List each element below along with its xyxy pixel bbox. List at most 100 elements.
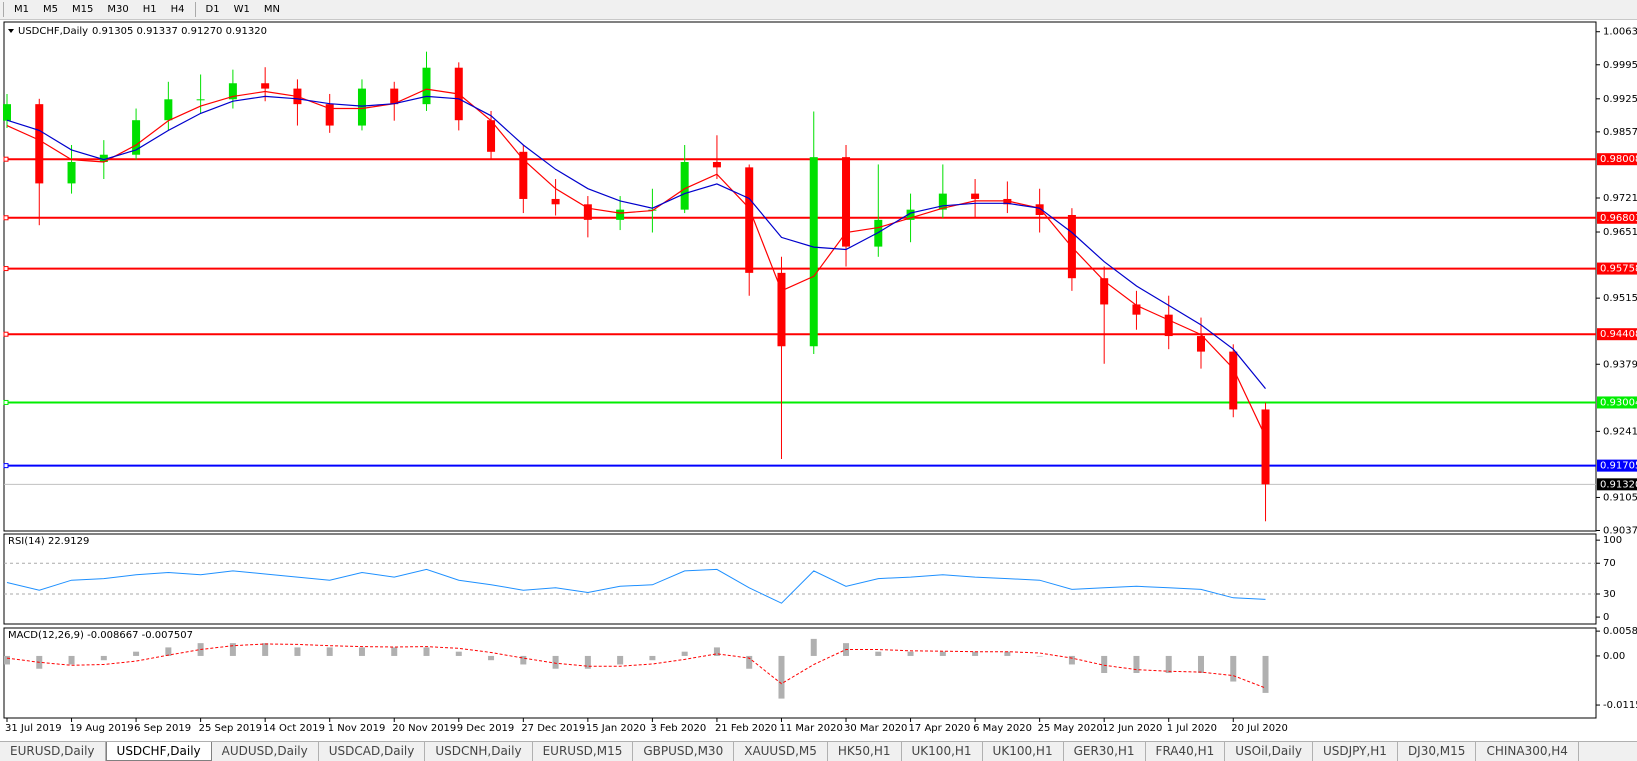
macd-bar bbox=[1036, 655, 1043, 657]
candle-body bbox=[809, 157, 818, 347]
x-tick-label: 6 Sep 2019 bbox=[134, 723, 191, 734]
macd-bar bbox=[617, 655, 624, 665]
chart-tab[interactable]: HK50,H1 bbox=[828, 742, 902, 761]
y-tick-label: 30 bbox=[1603, 589, 1616, 600]
moving-average bbox=[6, 95, 1266, 389]
macd-bar bbox=[262, 643, 269, 656]
macd-bar bbox=[68, 655, 75, 665]
period-button[interactable]: M15 bbox=[72, 4, 94, 15]
period-button[interactable]: W1 bbox=[233, 4, 250, 15]
macd-bar bbox=[746, 655, 753, 669]
chart-tab[interactable]: USOil,Daily bbox=[1225, 742, 1313, 761]
x-tick-label: 6 May 2020 bbox=[973, 723, 1032, 734]
level-label-box bbox=[1597, 262, 1637, 275]
period-button[interactable]: M1 bbox=[14, 4, 29, 15]
candle-body bbox=[938, 193, 947, 210]
macd-bar bbox=[1101, 655, 1108, 673]
macd-bar bbox=[1262, 655, 1269, 693]
candle-body bbox=[842, 157, 851, 247]
macd-bar bbox=[939, 651, 946, 656]
period-button[interactable]: H1 bbox=[142, 4, 157, 15]
macd-bar bbox=[972, 651, 979, 656]
chart-tab[interactable]: EURUSD,M15 bbox=[533, 742, 634, 761]
macd-bar bbox=[294, 647, 301, 656]
level-label-box bbox=[1597, 396, 1637, 409]
title-arrow bbox=[8, 29, 14, 33]
chart-tab[interactable]: CHINA300,H4 bbox=[1476, 742, 1579, 761]
x-tick-label: 25 May 2020 bbox=[1038, 723, 1103, 734]
candle-body bbox=[1261, 409, 1270, 485]
candle-body bbox=[196, 99, 205, 101]
level-label-box bbox=[1597, 211, 1637, 224]
candle-body bbox=[745, 167, 754, 273]
chart-tab[interactable]: GBPUSD,M30 bbox=[633, 742, 735, 761]
candle-body bbox=[906, 209, 915, 220]
period-button[interactable]: D1 bbox=[205, 4, 220, 15]
macd-panel bbox=[3, 627, 1597, 719]
chart-tab[interactable]: EURUSD,Daily bbox=[0, 742, 106, 761]
candle-body bbox=[1229, 351, 1238, 410]
level-handle bbox=[3, 463, 9, 469]
level-label-box bbox=[1597, 328, 1637, 341]
x-tick-label: 1 Nov 2019 bbox=[328, 723, 386, 734]
chart-tab[interactable]: UK100,H1 bbox=[983, 742, 1064, 761]
candle-body bbox=[583, 204, 592, 220]
level-handle bbox=[3, 215, 9, 221]
macd-bar bbox=[584, 655, 591, 669]
macd-bar bbox=[133, 651, 140, 656]
x-tick-label: 14 Oct 2019 bbox=[263, 723, 325, 734]
macd-bar bbox=[1133, 655, 1140, 673]
x-tick-label: 1 Jul 2020 bbox=[1167, 723, 1217, 734]
candle-body bbox=[971, 193, 980, 199]
chart-tab[interactable]: USDJPY,H1 bbox=[1313, 742, 1398, 761]
chart-tab[interactable]: XAUUSD,M5 bbox=[734, 742, 828, 761]
macd-bar bbox=[1165, 655, 1172, 673]
level-label: 0.91705 bbox=[1600, 461, 1637, 472]
chart-tab[interactable]: USDCAD,Daily bbox=[319, 742, 426, 761]
candle-body bbox=[422, 67, 431, 105]
period-button[interactable]: H4 bbox=[170, 4, 185, 15]
period-button[interactable]: M5 bbox=[43, 4, 58, 15]
chart-tab[interactable]: AUDUSD,Daily bbox=[212, 742, 319, 761]
candle-body bbox=[1196, 336, 1205, 352]
y-tick-label: 0.00 bbox=[1603, 651, 1625, 662]
candle-body bbox=[325, 104, 334, 126]
chart-tab[interactable]: USDCHF,Daily bbox=[105, 742, 212, 761]
x-tick-label: 20 Nov 2019 bbox=[392, 723, 456, 734]
macd-bar bbox=[326, 647, 333, 656]
macd-bar bbox=[1004, 651, 1011, 656]
x-tick-label: 31 Jul 2019 bbox=[5, 723, 62, 734]
x-tick-label: 19 Aug 2019 bbox=[70, 723, 134, 734]
rsi-title: RSI(14) 22.9129 bbox=[8, 536, 89, 547]
x-tick-label: 12 Jun 2020 bbox=[1102, 723, 1162, 734]
chart-tab[interactable]: USDCNH,Daily bbox=[425, 742, 533, 761]
macd-bar bbox=[100, 655, 107, 661]
chart-tab[interactable]: GER30,H1 bbox=[1064, 742, 1146, 761]
candle-body bbox=[1003, 198, 1012, 205]
candle-body bbox=[228, 83, 237, 100]
x-tick-label: 30 Mar 2020 bbox=[844, 723, 907, 734]
candle-body bbox=[3, 104, 11, 121]
candle-body bbox=[1035, 204, 1044, 216]
macd-bar bbox=[907, 651, 914, 656]
candle-body bbox=[164, 99, 173, 121]
candle-body bbox=[99, 154, 108, 163]
y-tick-label: 100 bbox=[1603, 535, 1622, 546]
x-tick-label: 9 Dec 2019 bbox=[457, 723, 515, 734]
candle-body bbox=[551, 198, 560, 205]
macd-bar bbox=[1068, 655, 1075, 665]
chart-tab[interactable]: DJ30,M15 bbox=[1398, 742, 1477, 761]
candle-body bbox=[874, 219, 883, 247]
period-button[interactable]: M30 bbox=[107, 4, 129, 15]
macd-bar bbox=[488, 655, 495, 661]
chart-tab[interactable]: UK100,H1 bbox=[902, 742, 983, 761]
y-tick-label: 0.005818 bbox=[1603, 626, 1637, 637]
period-button[interactable]: MN bbox=[263, 4, 280, 15]
chart-tab[interactable]: FRA40,H1 bbox=[1146, 742, 1226, 761]
